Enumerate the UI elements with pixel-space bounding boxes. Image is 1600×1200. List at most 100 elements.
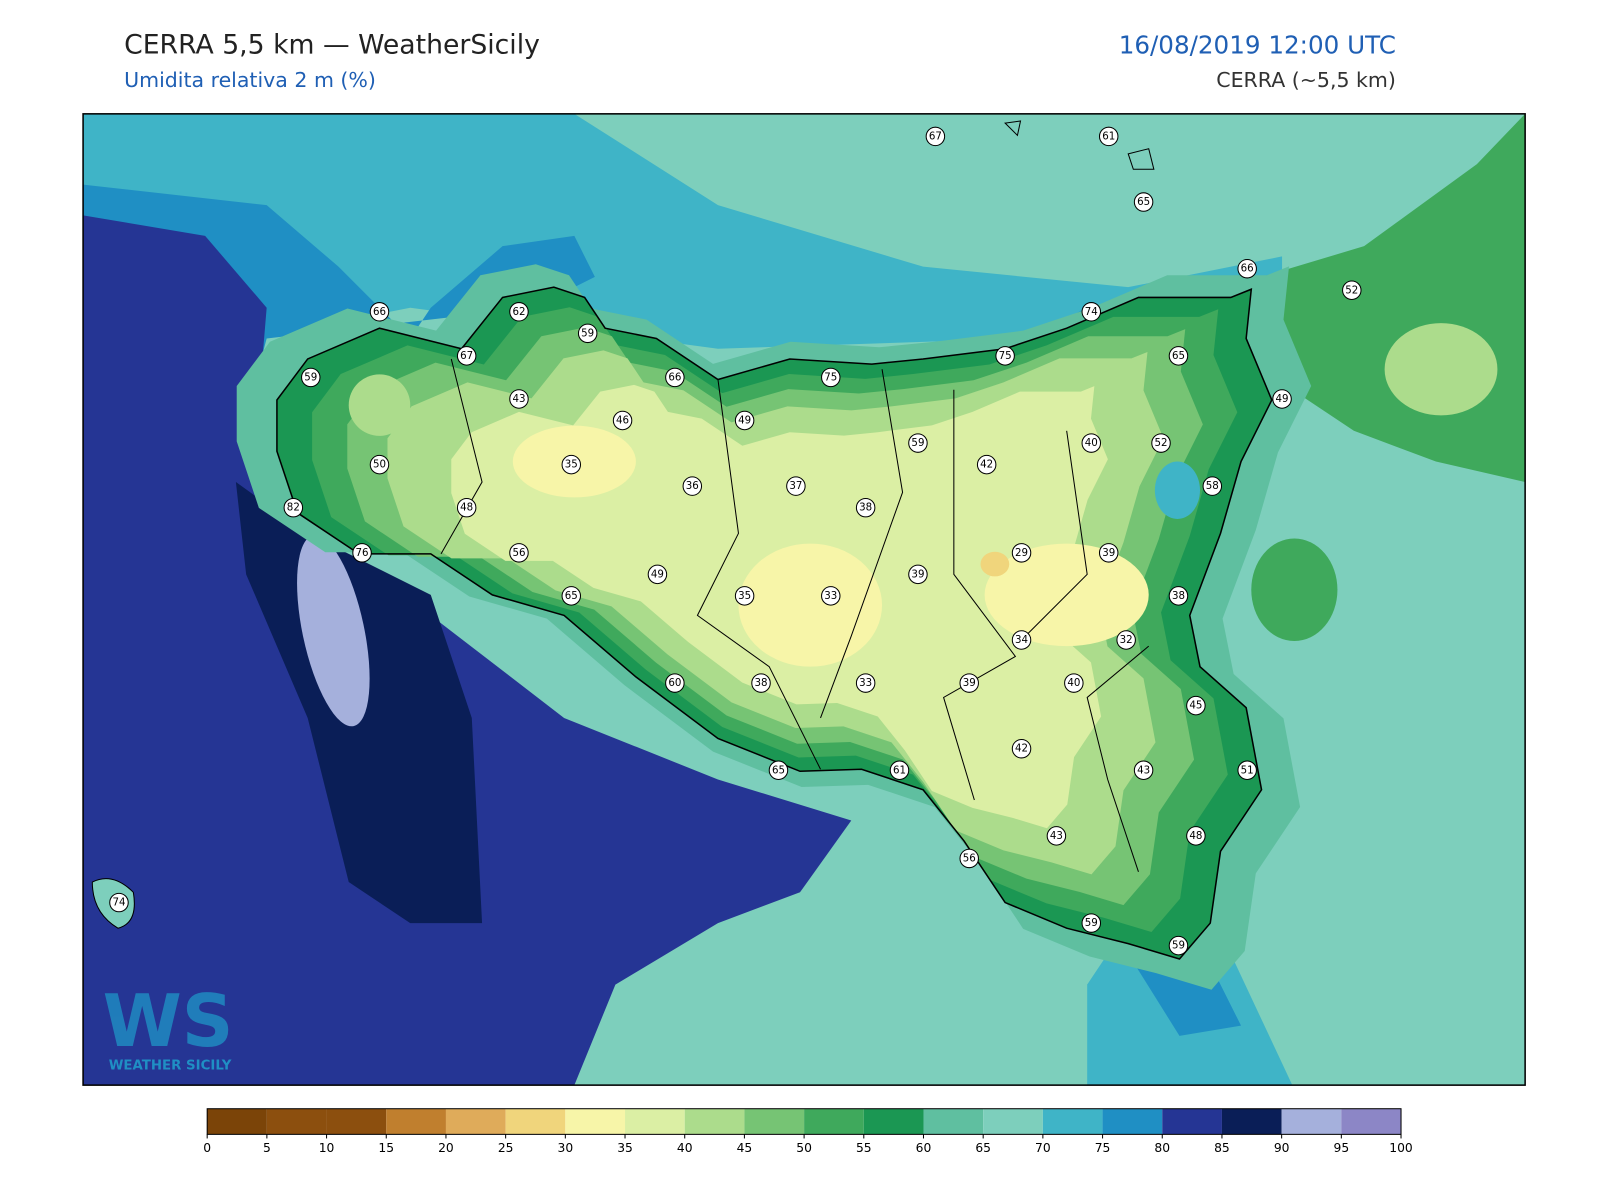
station-marker xyxy=(561,454,582,475)
station-value: 32 xyxy=(1120,634,1133,646)
station-value: 29 xyxy=(1015,547,1028,559)
station-value: 38 xyxy=(1172,590,1185,602)
station-value: 35 xyxy=(565,459,578,471)
station-marker xyxy=(995,346,1015,366)
station-value: 34 xyxy=(1015,634,1028,646)
station-value: 43 xyxy=(1137,764,1150,776)
station-value: 40 xyxy=(1067,677,1080,689)
colorbar-bin xyxy=(505,1108,566,1135)
station-value: 66 xyxy=(373,306,386,318)
station-marker xyxy=(283,497,304,518)
station-marker xyxy=(1168,935,1189,956)
station-value: 59 xyxy=(581,327,594,339)
station-marker xyxy=(1168,586,1189,606)
colorbar-bin xyxy=(565,1108,626,1135)
station-value: 43 xyxy=(1050,830,1063,842)
station-marker xyxy=(509,389,529,409)
station-marker xyxy=(959,673,979,693)
station-marker xyxy=(352,543,372,563)
colorbar-tick-label: 85 xyxy=(1214,1141,1230,1155)
station-value: 61 xyxy=(1102,130,1115,142)
station-value: 39 xyxy=(911,568,924,580)
station-marker xyxy=(369,302,390,322)
station-marker xyxy=(1202,476,1223,496)
station-value: 65 xyxy=(565,590,578,602)
colorbar-bin xyxy=(445,1108,506,1135)
station-marker xyxy=(1116,630,1136,650)
station-value: 39 xyxy=(963,677,976,689)
station-value: 42 xyxy=(980,459,993,471)
colorbar-tick-label: 55 xyxy=(856,1141,872,1155)
colorbar-bin xyxy=(326,1108,387,1135)
station-marker xyxy=(908,433,928,453)
station-marker xyxy=(1011,630,1032,650)
colorbar-bin xyxy=(266,1108,327,1135)
colorbar-bin xyxy=(1341,1108,1402,1135)
station-marker xyxy=(1081,302,1102,322)
station-marker xyxy=(889,760,910,780)
date: 16/08/2019 12:00 UTC xyxy=(1119,30,1396,59)
station-marker xyxy=(768,760,789,780)
colorbar-tick-label: 30 xyxy=(558,1141,574,1155)
station-value: 59 xyxy=(911,437,924,449)
station-marker xyxy=(577,323,598,344)
station-value: 59 xyxy=(304,371,317,383)
station-marker xyxy=(665,673,685,693)
station-marker xyxy=(734,586,755,606)
colorbar-tick-label: 45 xyxy=(737,1141,753,1155)
colorbar-bin xyxy=(923,1108,984,1135)
station-marker xyxy=(1133,192,1154,212)
station-value: 46 xyxy=(616,415,629,427)
colorbar-tick-label: 80 xyxy=(1154,1141,1170,1155)
station-marker xyxy=(665,367,685,388)
colorbar-tick-label: 65 xyxy=(975,1141,991,1155)
station-value: 38 xyxy=(755,677,768,689)
station-marker xyxy=(821,586,841,606)
colorbar-bin xyxy=(625,1108,685,1135)
station-marker xyxy=(612,410,633,431)
colorbar-bin xyxy=(1221,1108,1282,1135)
station-value: 39 xyxy=(1102,547,1115,559)
colorbar: 0 5 10 15 20 25 30 35 40 45 50 55 60 65 70 75 80 85 90 95 10… xyxy=(203,1108,1413,1155)
station-value: 59 xyxy=(1172,940,1185,952)
station-marker xyxy=(109,892,129,913)
station-marker xyxy=(682,476,703,496)
station-marker xyxy=(734,410,755,431)
colorbar-bin xyxy=(207,1108,267,1135)
colorbar-tick-label: 20 xyxy=(438,1141,454,1155)
station-value: 66 xyxy=(668,371,681,383)
colorbar-bin xyxy=(863,1108,924,1135)
station-value: 58 xyxy=(1206,480,1219,492)
station-marker xyxy=(1098,543,1119,563)
station-value: 65 xyxy=(1172,350,1185,362)
station-marker xyxy=(1064,673,1084,693)
station-value: 52 xyxy=(1345,284,1358,296)
station-value: 35 xyxy=(738,590,751,602)
colorbar-bin xyxy=(1102,1108,1163,1135)
station-value: 74 xyxy=(1085,306,1098,318)
station-value: 65 xyxy=(1137,196,1150,208)
station-marker xyxy=(1237,760,1257,780)
station-value: 76 xyxy=(356,547,369,559)
colorbar-tick-label: 60 xyxy=(916,1141,932,1155)
station-value: 59 xyxy=(1085,917,1098,929)
subtitle: Umidita relativa 2 m (%) xyxy=(124,68,376,92)
colorbar-bin xyxy=(744,1108,805,1135)
colorbar-tick-label: 90 xyxy=(1274,1141,1290,1155)
station-value: 61 xyxy=(893,764,906,776)
station-value: 33 xyxy=(859,677,872,689)
station-marker xyxy=(1081,913,1102,933)
stations: 67 61 65 66 52 66 62 59 74 67 59 66 75 75 65 49 43 46 49 59… xyxy=(109,126,1362,956)
logo-mark: WS xyxy=(103,979,234,1063)
station-marker xyxy=(751,673,771,693)
station-marker xyxy=(1133,760,1154,780)
station-marker xyxy=(959,848,979,869)
station-value: 51 xyxy=(1241,764,1254,776)
colorbar-tick-label: 40 xyxy=(677,1141,693,1155)
station-value: 52 xyxy=(1155,437,1168,449)
station-marker xyxy=(786,476,806,496)
colorbar-tick-label: 35 xyxy=(617,1141,633,1155)
map-frame xyxy=(82,113,1526,1086)
station-value: 50 xyxy=(373,459,386,471)
